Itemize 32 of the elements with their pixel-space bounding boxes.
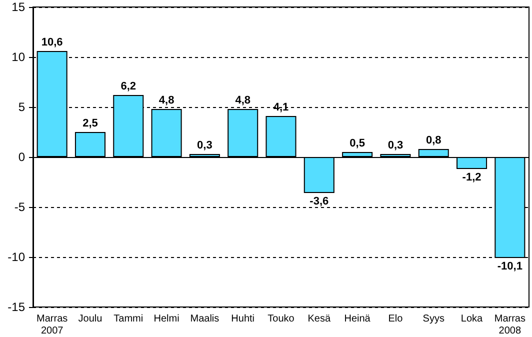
y-tick-label: -5 bbox=[14, 200, 26, 214]
data-label: 2,5 bbox=[82, 118, 98, 130]
x-tick-label: Maalis bbox=[190, 314, 220, 324]
data-label: 6,2 bbox=[120, 80, 136, 92]
y-tick-label: 5 bbox=[18, 100, 26, 114]
x-tick-label: Kesä bbox=[308, 314, 331, 324]
x-tick-label: Huhti bbox=[231, 314, 255, 324]
x-tick-label: Marras 2008 bbox=[494, 314, 526, 336]
x-tick-label: Joulu bbox=[78, 314, 102, 324]
data-label: -10,1 bbox=[497, 260, 522, 272]
data-label: 0,8 bbox=[426, 134, 442, 146]
data-label: 10,6 bbox=[41, 36, 63, 48]
x-tick-label: Loka bbox=[460, 314, 484, 324]
data-label: -1,2 bbox=[462, 172, 482, 184]
data-label: 4,8 bbox=[235, 94, 250, 106]
y-tick-label: 15 bbox=[12, 0, 26, 14]
x-tick-label: Helmi bbox=[154, 314, 180, 324]
x-tick-label: Elo bbox=[388, 314, 404, 324]
data-label: 4,8 bbox=[158, 94, 174, 106]
x-tick-label: Syys bbox=[422, 314, 444, 324]
data-label: -3,6 bbox=[310, 196, 329, 208]
x-tick-label: Heinä bbox=[344, 314, 371, 324]
y-tick-label: -10 bbox=[8, 250, 26, 264]
x-tick-label: Marras 2007 bbox=[36, 314, 68, 336]
data-label: 0,5 bbox=[350, 138, 365, 150]
y-tick-label: 0 bbox=[18, 150, 26, 164]
x-tick-label: Touko bbox=[268, 314, 295, 324]
x-tick-label: Tammi bbox=[114, 314, 144, 324]
data-label: 0,3 bbox=[388, 140, 404, 152]
y-tick-label: 10 bbox=[12, 50, 26, 64]
y-tick-label: -15 bbox=[8, 300, 26, 314]
data-label: 0,3 bbox=[197, 140, 212, 152]
